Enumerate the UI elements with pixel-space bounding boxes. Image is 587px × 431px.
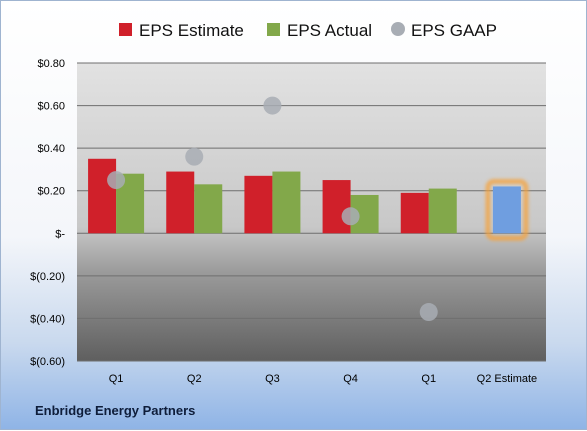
- legend-swatch: [119, 23, 132, 36]
- point-eps-gaap: [107, 171, 126, 190]
- y-tick-label: $0.40: [37, 143, 65, 155]
- legend-item: EPS Estimate: [119, 21, 244, 40]
- bar-eps-actual: [272, 171, 301, 234]
- x-tick-label: Q1: [421, 373, 436, 385]
- plot-area: [77, 63, 546, 361]
- point-eps-gaap: [185, 147, 204, 166]
- x-tick-label: Q2: [187, 373, 202, 385]
- bar-eps-estimate: [244, 175, 273, 234]
- x-tick-label: Q2 Estimate: [477, 373, 538, 385]
- y-tick-label: $(0.40): [30, 313, 65, 325]
- legend-swatch: [267, 23, 280, 36]
- x-axis-ticks: Q1 Q2 Q3 Q4 Q1 Q2 Estimate: [109, 373, 537, 385]
- y-tick-label: $0.80: [37, 58, 65, 70]
- bar-eps-estimate: [166, 171, 195, 234]
- bar-q2-estimate: [492, 186, 521, 234]
- y-axis-ticks: $0.80 $0.60 $0.40 $0.20 $- $(0.20) $(0.40) $(0.…: [30, 58, 65, 368]
- y-tick-label: $(0.60): [30, 356, 65, 368]
- bar-eps-actual: [428, 188, 457, 234]
- y-tick-label: $0.60: [37, 101, 65, 113]
- gridlines: [77, 62, 546, 362]
- legend-label: EPS Estimate: [139, 21, 244, 40]
- legend-item: EPS Actual: [267, 21, 372, 40]
- legend-swatch: [391, 22, 405, 36]
- gaap-points: [107, 96, 438, 322]
- legend: EPS Estimate EPS Actual EPS GAAP: [119, 21, 497, 40]
- x-tick-label: Q3: [265, 373, 280, 385]
- x-tick-label: Q4: [343, 373, 358, 385]
- legend-label: EPS GAAP: [411, 21, 497, 40]
- bar-eps-estimate: [400, 192, 429, 234]
- y-tick-label: $(0.20): [30, 271, 65, 283]
- bar-q2-estimate-highlight: [485, 178, 529, 241]
- x-tick-label: Q1: [109, 373, 124, 385]
- legend-label: EPS Actual: [287, 21, 372, 40]
- bar-eps-actual: [194, 184, 223, 234]
- point-eps-gaap: [419, 303, 438, 322]
- bar-eps-estimate: [322, 180, 351, 234]
- legend-item: EPS GAAP: [391, 21, 497, 40]
- company-name: Enbridge Energy Partners: [35, 403, 196, 418]
- point-eps-gaap: [263, 96, 282, 115]
- bar-eps-estimate: [88, 158, 117, 234]
- y-tick-label: $-: [55, 228, 65, 240]
- y-tick-label: $0.20: [37, 186, 65, 198]
- point-eps-gaap: [341, 207, 360, 226]
